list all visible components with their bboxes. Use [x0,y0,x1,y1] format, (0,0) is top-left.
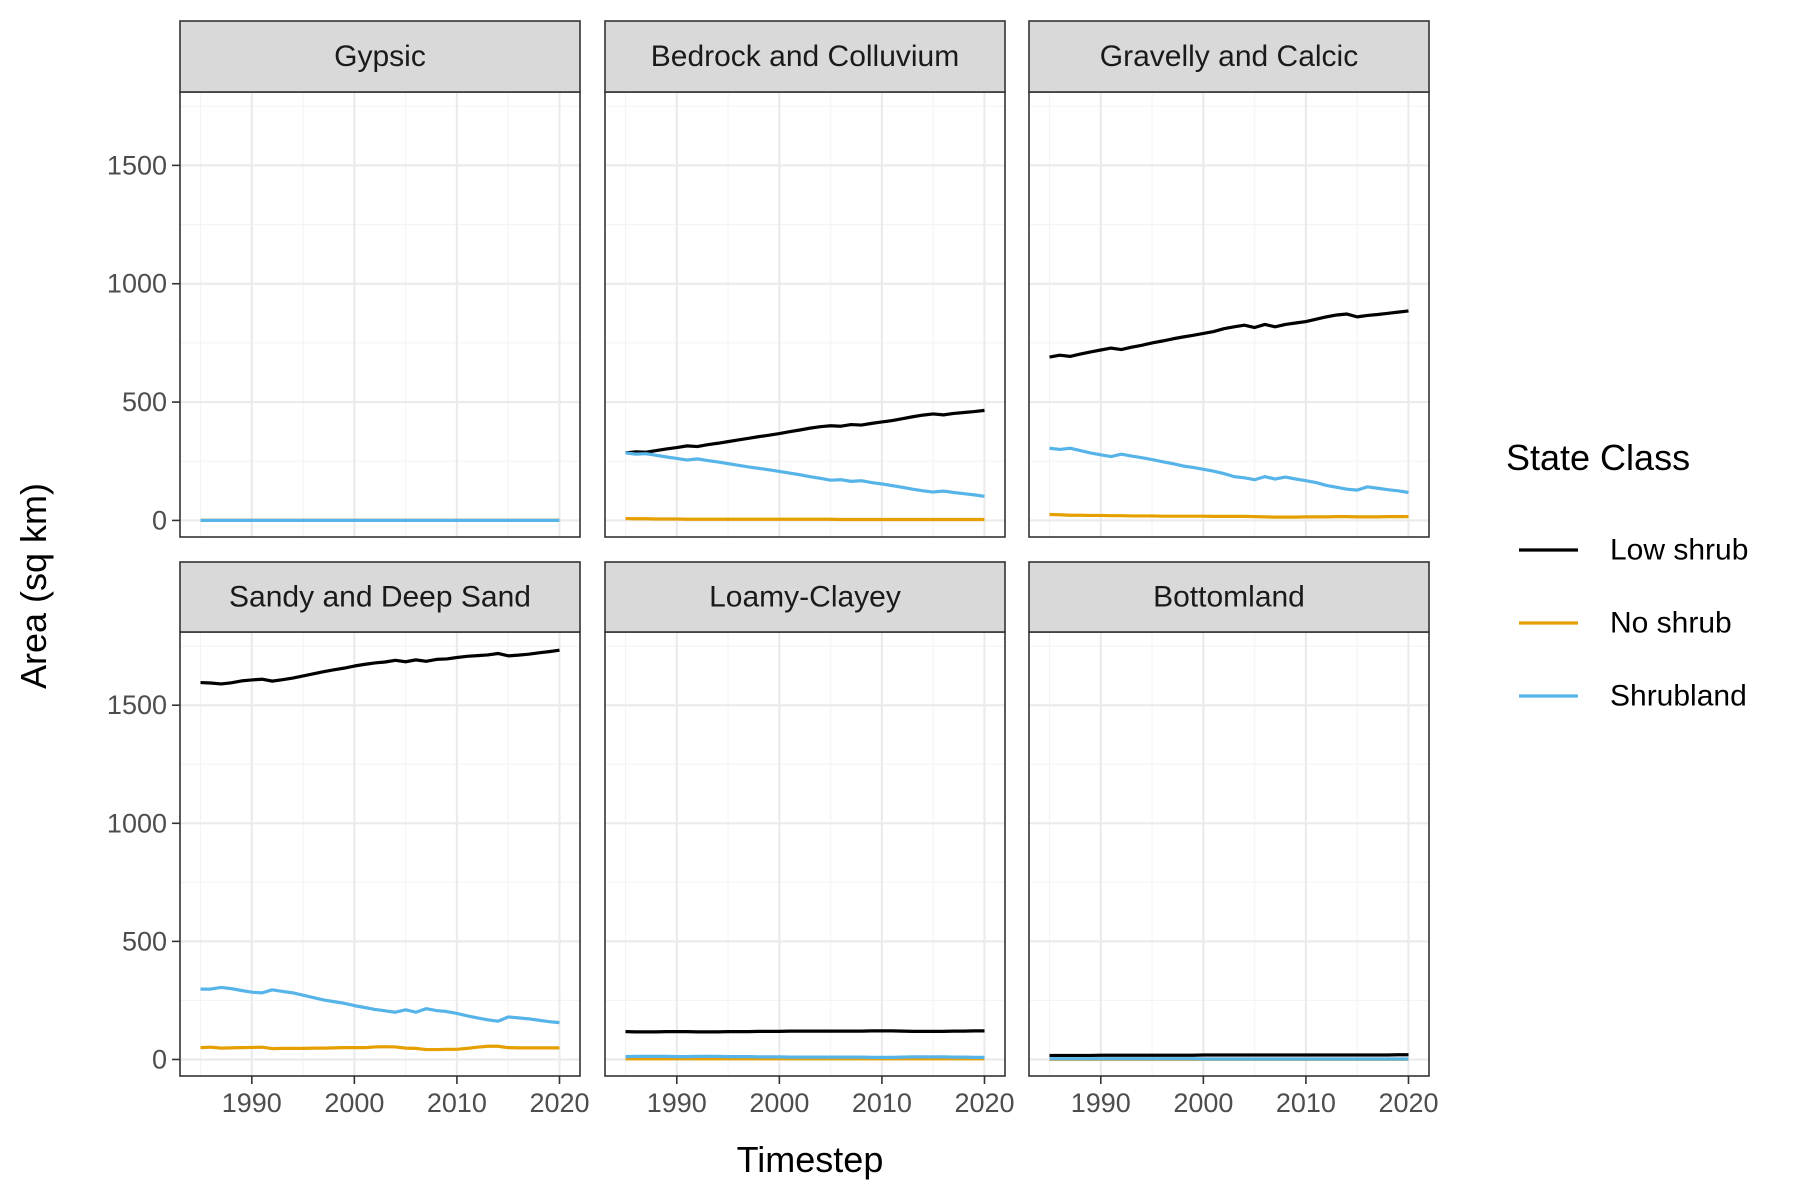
facet-strip-label: Sandy and Deep Sand [229,581,531,614]
facet-strip-label: Loamy-Clayey [709,581,901,614]
y-tick-label: 500 [122,926,167,956]
facet-strip-label: Bedrock and Colluvium [651,40,959,73]
y-tick-label: 0 [152,1044,167,1074]
axes: 0 500 1000 1500 0 500 1000 1500 1990 2000 2010 2020… [107,150,1439,1118]
x-tick-label: 2000 [749,1088,809,1118]
panel-bedrock-and-colluvium: Bedrock and Colluvium [604,20,1006,538]
series-line-low-shrub [625,1029,985,1034]
panel-sandy-and-deep-sand: Sandy and Deep Sand [179,561,581,1077]
facet-strip-label: Gypsic [334,40,426,73]
legend-label: Shrubland [1610,680,1747,713]
series-line-no-shrub [1049,512,1409,519]
series-line-low-shrub [1049,1053,1409,1058]
series-line-low-shrub [625,408,985,455]
facet-strip-label: Bottomland [1153,581,1305,614]
x-tick-label: 2010 [427,1088,487,1118]
legend-entries: Low shrub No shrub Shrubland [1519,534,1748,713]
x-axis-title: Timestep [737,1139,884,1180]
series-line-low-shrub [200,648,560,686]
legend-entry-shrubland: Shrubland [1519,680,1747,713]
x-tick-label: 2000 [1173,1088,1233,1118]
panel-bottomland: Bottomland [1028,561,1430,1077]
series-line-no-shrub [200,1044,560,1052]
facet-strip [1028,20,1430,93]
facet-strip [179,20,581,93]
series-line-low-shrub [1049,309,1409,359]
series-line-shrubland [625,451,985,498]
facet-strip-label: Gravelly and Calcic [1100,40,1358,73]
panel-gravelly-and-calcic: Gravelly and Calcic [1028,20,1430,538]
x-tick-label: 1990 [647,1088,707,1118]
x-tick-label: 1990 [222,1088,282,1118]
x-tick-label: 2000 [324,1088,384,1118]
series-line-shrubland [1049,446,1409,495]
legend-entry-no-shrub: No shrub [1519,607,1732,640]
panels: Gypsic Bedrock and Colluvium Gravelly and … [179,20,1430,1077]
x-tick-label: 2010 [852,1088,912,1118]
y-tick-label: 1000 [107,808,167,838]
facet-strip [604,20,1006,93]
legend-entry-low-shrub: Low shrub [1519,534,1748,567]
x-tick-label: 2020 [954,1088,1014,1118]
x-tick-label: 2010 [1276,1088,1336,1118]
panel-background [605,92,1005,537]
legend: State Class Low shrub No shrub Shrubland [1506,437,1748,713]
y-tick-label: 0 [152,505,167,535]
panel-background [605,632,1005,1076]
facet-strip [604,561,1006,633]
panel-gypsic: Gypsic [179,20,581,538]
panel-background [180,92,580,537]
panel-loamy-clayey: Loamy-Clayey [604,561,1006,1077]
x-tick-label: 1990 [1071,1088,1131,1118]
legend-title: State Class [1506,437,1690,478]
panel-background [1029,632,1429,1076]
y-axis-title: Area (sq km) [13,483,54,689]
y-tick-label: 500 [122,387,167,417]
x-tick-label: 2020 [529,1088,589,1118]
facet-strip [1028,561,1430,633]
legend-label: No shrub [1610,607,1732,640]
y-tick-label: 1500 [107,150,167,180]
series-line-shrubland [200,985,560,1025]
x-tick-label: 2020 [1378,1088,1438,1118]
y-tick-label: 1500 [107,690,167,720]
series-line-shrubland [625,1054,985,1059]
y-tick-label: 1000 [107,269,167,299]
facet-strip [179,561,581,633]
series-line-no-shrub [625,516,985,522]
legend-label: Low shrub [1610,534,1748,567]
